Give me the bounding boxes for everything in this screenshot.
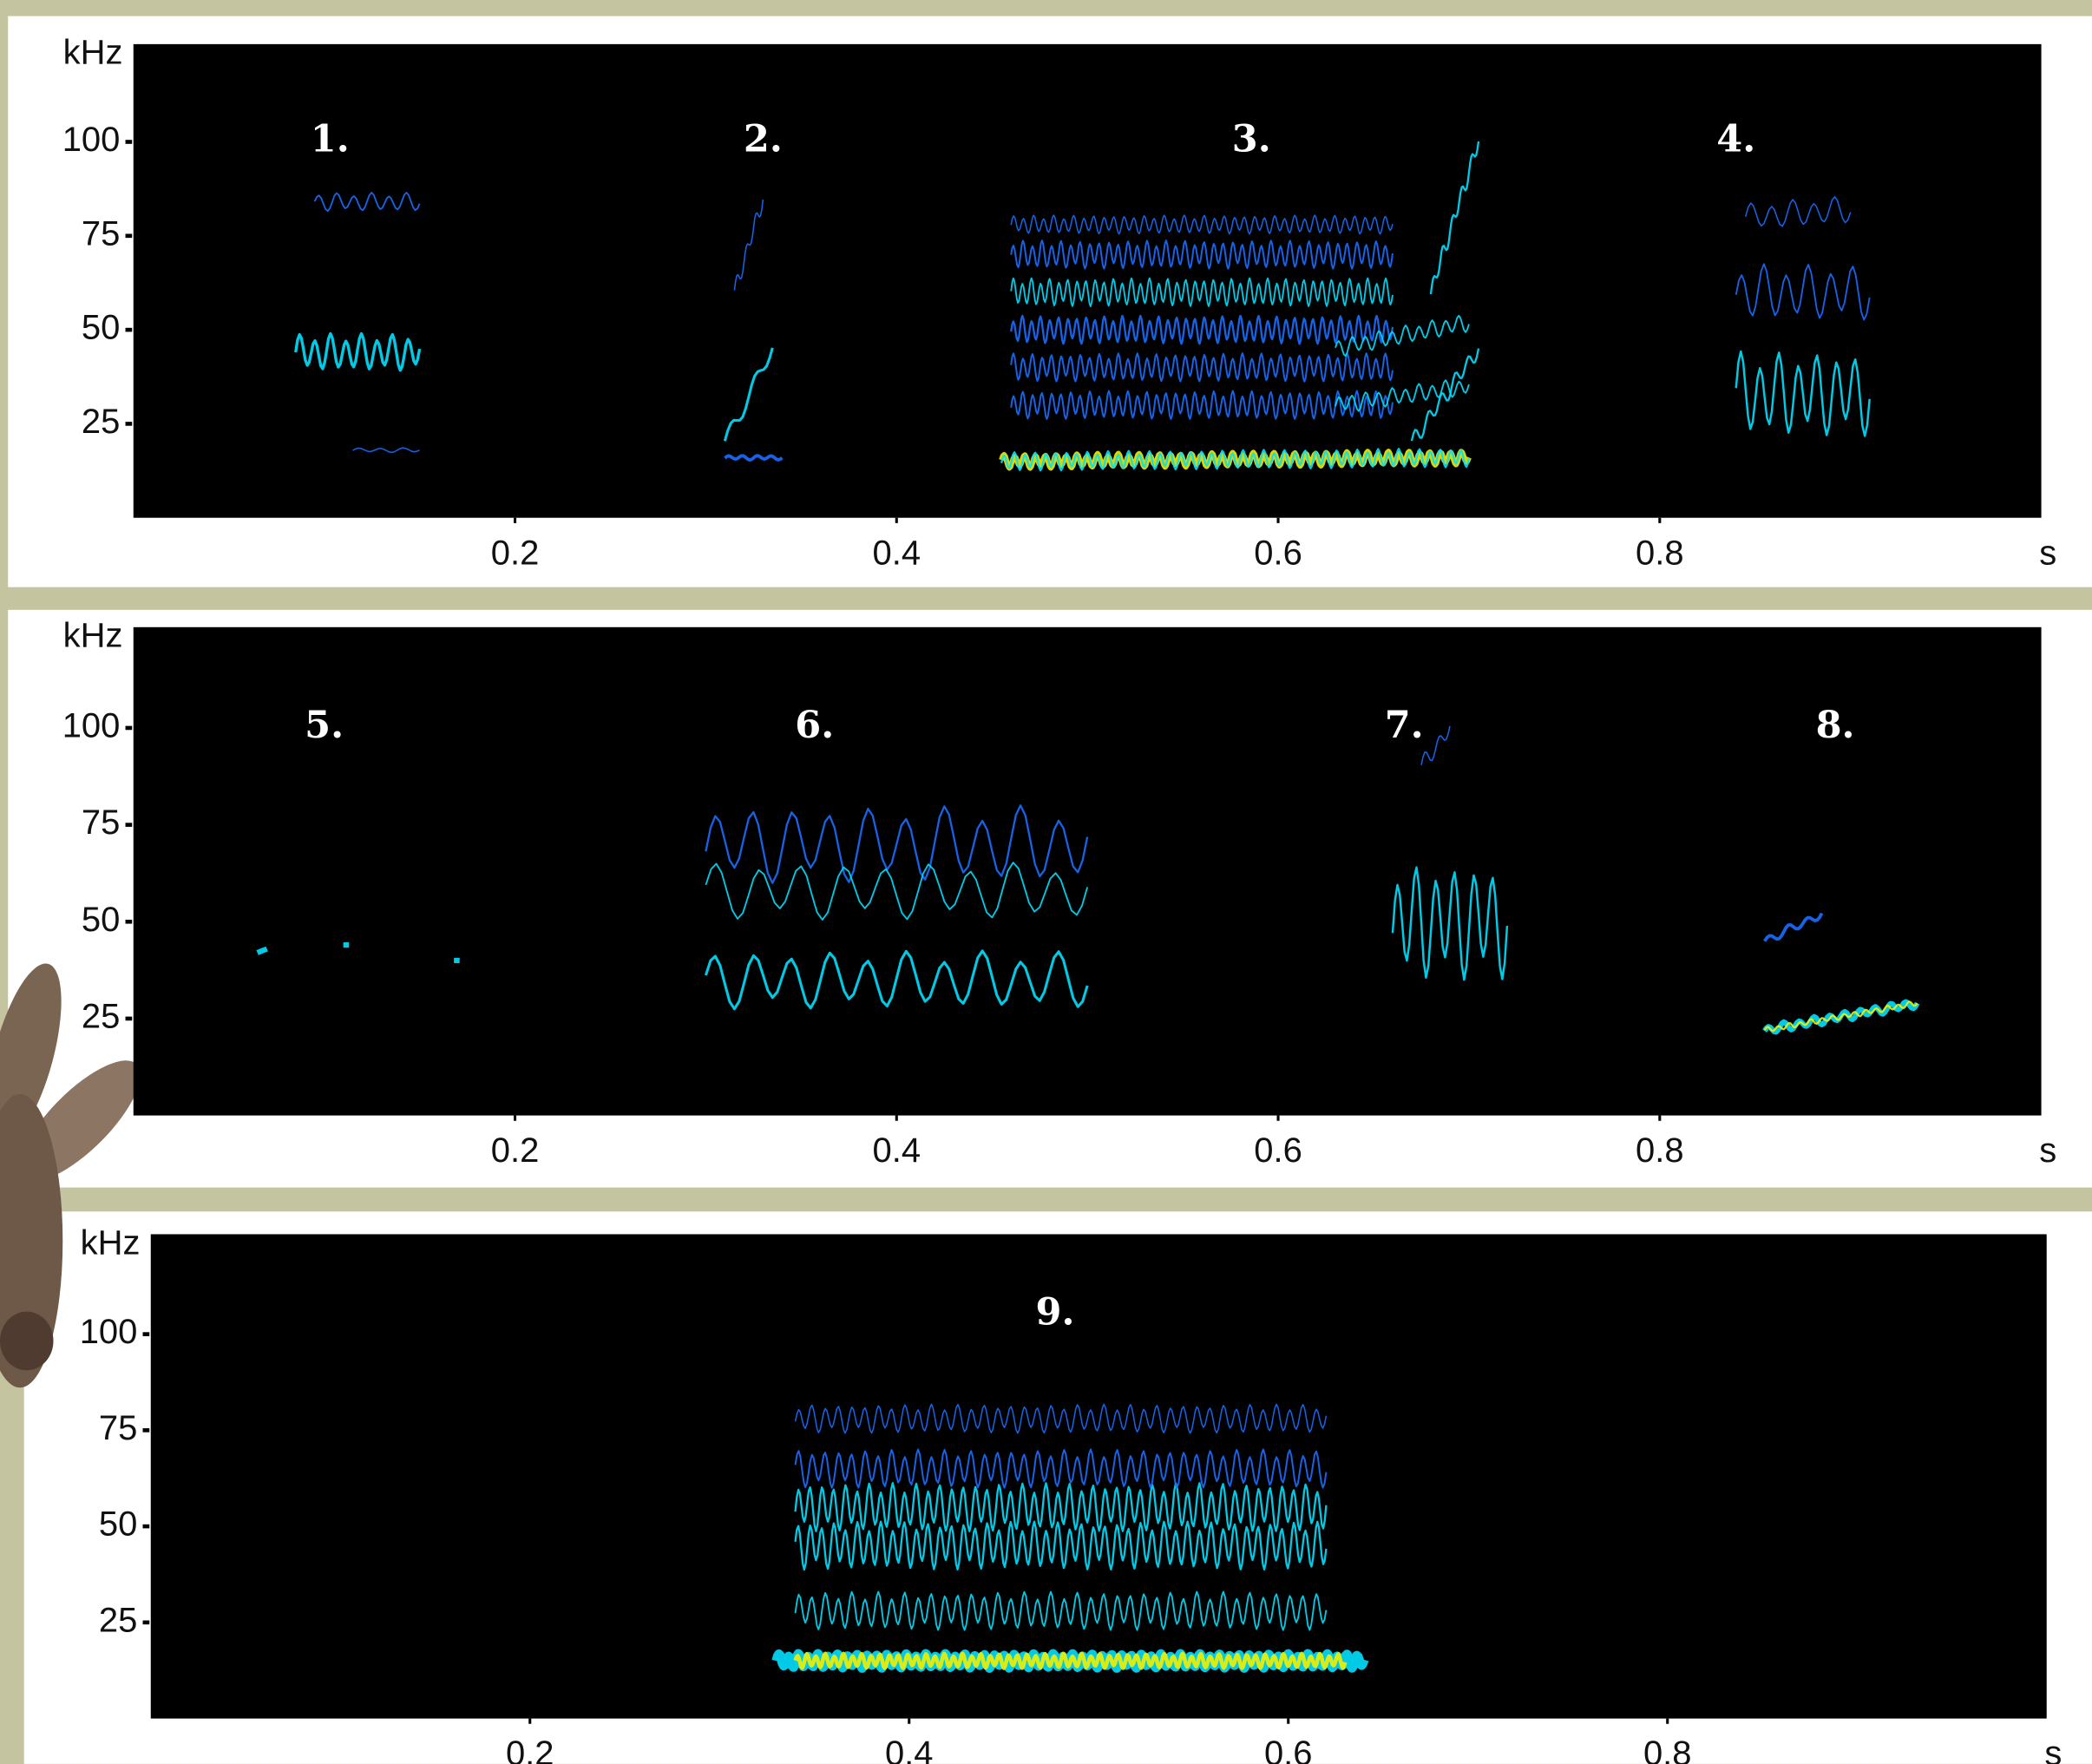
spectrogram-trace	[1335, 379, 1470, 412]
spectrogram	[771, 1403, 1369, 1673]
y-tick-label: 75	[82, 214, 120, 252]
plot-area	[150, 1234, 2047, 1719]
x-tick-label: 0.4	[873, 1131, 921, 1170]
call-label: 6.	[795, 704, 834, 747]
spectrogram-trace	[1429, 141, 1480, 295]
x-tick-label: 0.6	[1254, 534, 1302, 572]
spectrogram-trace	[794, 1590, 1328, 1631]
spectrogram-trace	[704, 949, 1089, 1011]
y-axis-label: kHz	[63, 34, 123, 72]
y-tick-label: 50	[99, 1505, 137, 1544]
y-tick-label: 25	[82, 997, 120, 1035]
call-label: 5.	[305, 704, 344, 747]
x-tick-label: 0.2	[506, 1734, 554, 1764]
spectrogram-trace	[1010, 277, 1394, 307]
x-axis-label: s	[2039, 534, 2056, 572]
x-tick-label: 0.4	[885, 1734, 934, 1764]
spectrogram-trace	[794, 1482, 1328, 1532]
spectrogram-trace	[1010, 314, 1394, 345]
spectrogram-trace	[1010, 390, 1394, 420]
spectrogram-trace	[294, 331, 422, 372]
spectrogram-trace	[1763, 912, 1824, 942]
x-tick-label: 0.8	[1636, 534, 1684, 572]
spectrogram-trace	[1391, 866, 1509, 981]
x-axis-label: s	[2044, 1734, 2062, 1764]
y-tick-label: 100	[80, 1313, 138, 1351]
spectrogram-trace	[1010, 352, 1394, 383]
call-label: 3.	[1232, 118, 1271, 161]
x-axis-label: s	[2039, 1131, 2056, 1170]
spectrogram-trace	[1010, 239, 1394, 270]
call-label: 7.	[1385, 704, 1424, 747]
y-tick-label: 50	[82, 901, 120, 939]
spectrogram-trace	[733, 199, 764, 291]
plots: 25 50 75 100 0.2 0.4 0.6 0.8 kHz s 1. 2. 3. 4. 25 50 75 1…	[62, 34, 2062, 1764]
spectrogram-trace	[794, 1403, 1328, 1434]
y-tick-label: 75	[82, 803, 120, 842]
x-tick-label: 0.4	[873, 534, 921, 572]
x-tick-label: 0.6	[1254, 1131, 1302, 1170]
spectrogram-trace	[1010, 214, 1394, 235]
spectrogram-trace	[794, 1520, 1328, 1571]
x-tick-label: 0.8	[1643, 1734, 1692, 1764]
call-label: 4.	[1716, 118, 1755, 161]
call-label: 2.	[744, 118, 783, 161]
y-tick-label: 100	[62, 121, 121, 159]
x-tick-label: 0.6	[1264, 1734, 1313, 1764]
x-tick-label: 0.2	[491, 534, 540, 572]
spectrogram-trace	[1420, 725, 1451, 765]
spectrogram-trace	[313, 192, 421, 213]
y-tick-label: 50	[82, 309, 120, 347]
spectrogram-trace	[724, 454, 784, 462]
y-axis-label: kHz	[81, 1223, 141, 1262]
spectrogram-trace	[705, 804, 1089, 884]
call-label: 8.	[1816, 704, 1855, 747]
y-tick-label: 75	[99, 1409, 137, 1447]
y-axis-label: kHz	[63, 617, 123, 655]
spectrogram-trace	[1763, 1000, 1918, 1033]
x-tick-label: 0.2	[491, 1131, 540, 1170]
call-label: 9.	[1036, 1290, 1075, 1334]
spectrogram-trace	[1735, 350, 1871, 437]
call-label: 1.	[311, 118, 350, 161]
y-tick-label: 25	[82, 403, 120, 441]
spectrogram-trace	[1335, 314, 1470, 357]
spectrogram-trace	[1735, 263, 1871, 321]
spectrogram-trace	[352, 447, 420, 454]
spectrogram-trace	[794, 1448, 1328, 1489]
plot-area	[133, 626, 2042, 1116]
y-tick-label: 25	[99, 1601, 137, 1639]
spectrogram-trace	[255, 946, 269, 955]
spectrogram	[255, 725, 1920, 1035]
spectrogram-trace	[705, 862, 1089, 921]
bat-photo	[0, 963, 141, 1388]
y-tick-label: 100	[62, 707, 121, 745]
spectrogram-trace	[723, 347, 774, 442]
spectrogram-trace	[1000, 448, 1471, 472]
spectrogram-trace	[1410, 348, 1480, 442]
x-tick-label: 0.8	[1636, 1131, 1684, 1170]
spectrogram-trace	[793, 1651, 1348, 1670]
plot-area	[133, 43, 2042, 518]
spectrogram-trace	[1744, 196, 1852, 227]
spectrogram	[294, 141, 1871, 472]
